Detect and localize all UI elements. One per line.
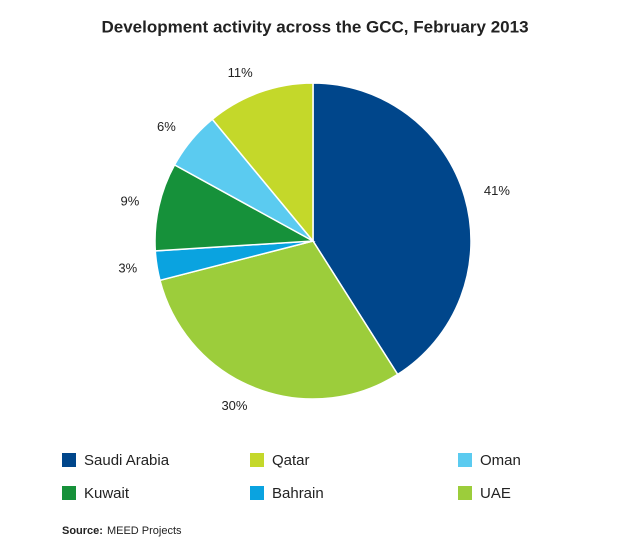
- legend-swatch: [62, 486, 76, 500]
- value-label: 30%: [221, 398, 247, 413]
- legend-label: UAE: [480, 485, 511, 502]
- legend-label: Oman: [480, 452, 521, 469]
- legend-label: Qatar: [272, 452, 310, 469]
- pie-slice: [312, 82, 472, 376]
- value-label: 6%: [157, 119, 176, 134]
- legend-swatch: [62, 453, 76, 467]
- legend-swatch: [250, 486, 264, 500]
- chart-title: Development activity across the GCC, Feb…: [101, 17, 528, 36]
- legend-swatch: [458, 453, 472, 467]
- source: Source: MEED Projects: [62, 525, 182, 537]
- pie-slice: [211, 82, 314, 244]
- pie-slice: [159, 240, 399, 400]
- legend-label: Bahrain: [272, 485, 324, 502]
- legend-swatch: [250, 453, 264, 467]
- source-label: Source:: [62, 525, 103, 537]
- source-text: MEED Projects: [107, 525, 182, 537]
- value-label: 11%: [228, 65, 253, 80]
- legend-swatch: [458, 486, 472, 500]
- value-label: 3%: [118, 260, 137, 275]
- pie-slice: [154, 163, 316, 252]
- legend-label: Kuwait: [84, 485, 130, 502]
- value-label: 9%: [120, 194, 139, 209]
- legend-label: Saudi Arabia: [84, 452, 170, 469]
- value-label: 41%: [484, 183, 510, 198]
